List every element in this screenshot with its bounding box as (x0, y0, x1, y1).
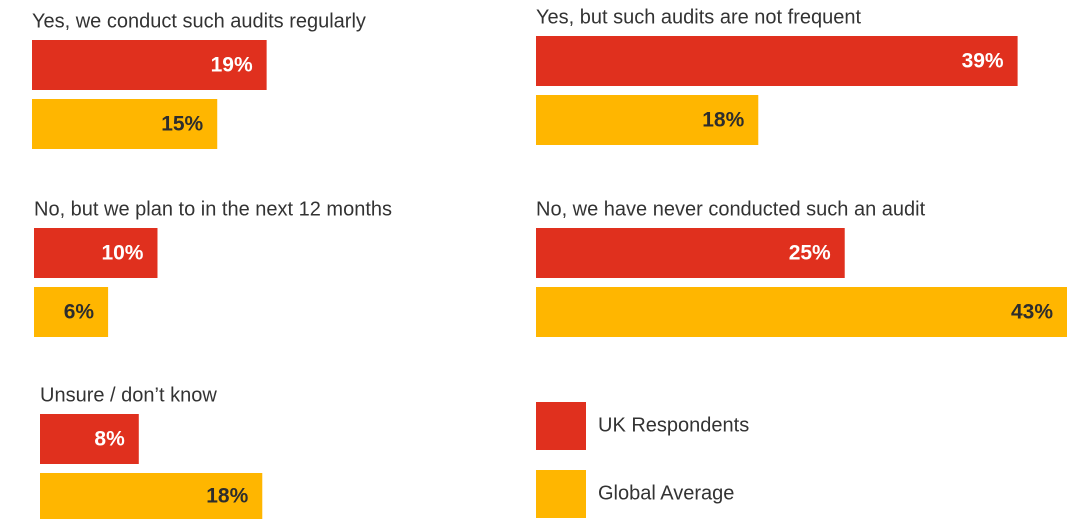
bar (32, 40, 267, 90)
category-label: No, we have never conducted such an audi… (536, 198, 926, 220)
legend-label: Global Average (598, 482, 734, 504)
bar (536, 287, 1067, 337)
legend-swatch (536, 470, 586, 518)
bar (34, 287, 109, 337)
value-label: 39% (962, 50, 1004, 73)
value-label: 18% (702, 109, 744, 132)
value-label: 18% (206, 485, 248, 508)
bar (536, 95, 759, 145)
category-label: No, but we plan to in the next 12 months (34, 198, 392, 220)
bar (536, 36, 1018, 86)
category-label: Yes, we conduct such audits regularly (32, 10, 366, 32)
legend-label: UK Respondents (598, 414, 749, 436)
value-label: 8% (94, 428, 125, 451)
category-label: Yes, but such audits are not frequent (536, 6, 861, 28)
value-label: 19% (211, 54, 253, 77)
value-label: 10% (101, 242, 143, 265)
value-label: 15% (161, 113, 203, 136)
category-label: Unsure / don’t know (40, 384, 217, 406)
bar (536, 228, 845, 278)
value-label: 25% (789, 242, 831, 265)
bar (40, 414, 139, 464)
bar (32, 99, 218, 149)
value-label: 43% (1011, 301, 1053, 324)
bar (40, 473, 263, 519)
legend-swatch (536, 402, 586, 450)
value-label: 6% (64, 301, 95, 324)
bar (34, 228, 158, 278)
